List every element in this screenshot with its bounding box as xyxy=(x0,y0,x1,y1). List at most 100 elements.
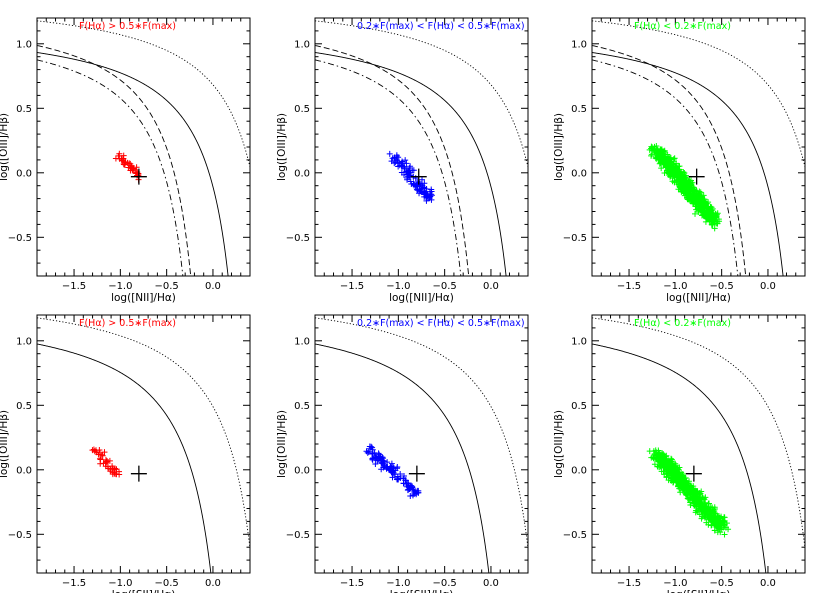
data-point xyxy=(407,178,414,185)
x-tick-label: −1.5 xyxy=(340,281,364,292)
data-point xyxy=(658,153,665,160)
data-point xyxy=(718,521,725,528)
data-point xyxy=(648,151,655,158)
data-point xyxy=(421,185,428,192)
data-point xyxy=(679,484,686,491)
data-point xyxy=(671,467,678,474)
y-tick-label: 1.0 xyxy=(571,336,587,347)
data-point xyxy=(685,178,692,185)
data-points xyxy=(646,447,732,538)
data-point xyxy=(715,516,722,523)
data-point xyxy=(670,476,677,483)
x-tick-label: −1.5 xyxy=(617,281,641,292)
data-point xyxy=(687,189,694,196)
panel-title: F(Hα) < 0.2∗F(max) xyxy=(634,318,731,329)
x-axis-label: log([SII]/Hα) xyxy=(667,589,731,593)
data-point xyxy=(402,157,409,164)
y-tick-label: 0.0 xyxy=(571,465,587,476)
data-point xyxy=(397,470,404,477)
x-tick-label: −1.0 xyxy=(108,281,132,292)
data-point xyxy=(407,492,414,499)
y-tick-label: 0.5 xyxy=(294,104,310,115)
y-tick-label: 0.5 xyxy=(571,104,587,115)
y-tick-label: −0.5 xyxy=(563,530,587,541)
x-axis-label: log([NII]/Hα) xyxy=(389,292,454,304)
panel-2: −1.5 −1.0 −0.5 0.0 −0.5 0.0 0.5 1.0 log([NII]/Hα… xyxy=(276,17,529,304)
data-point xyxy=(99,452,106,459)
y-tick-label: 1.0 xyxy=(294,39,310,50)
data-point xyxy=(663,474,670,481)
data-point xyxy=(687,501,694,508)
data-point xyxy=(672,166,679,173)
y-axis-ticks xyxy=(592,314,805,574)
data-point xyxy=(689,195,696,202)
x-tick-label: −0.5 xyxy=(155,578,179,589)
data-point xyxy=(395,476,402,483)
data-point xyxy=(664,169,671,176)
data-point xyxy=(388,468,395,475)
data-points xyxy=(112,150,142,183)
stasinska-nii-dashdot-curve xyxy=(37,59,184,276)
data-point xyxy=(691,498,698,505)
data-point xyxy=(127,160,134,167)
data-point xyxy=(692,210,699,217)
x-tick-label: −0.5 xyxy=(710,578,734,589)
shifted-nii-dotted-curve xyxy=(592,20,805,170)
data-point xyxy=(116,468,123,475)
y-tick-label: −0.5 xyxy=(563,233,587,244)
data-point xyxy=(671,178,678,185)
panel-title: 0.2∗F(max) < F(Hα) < 0.5∗F(max) xyxy=(357,21,525,32)
y-axis-label: log([OIII]/Hβ) xyxy=(553,410,565,478)
data-point xyxy=(682,474,689,481)
data-point xyxy=(409,492,416,499)
y-tick-label: −0.5 xyxy=(8,530,32,541)
y-tick-label: 1.0 xyxy=(16,39,32,50)
data-point xyxy=(717,522,724,529)
data-point xyxy=(698,204,705,211)
data-point xyxy=(365,448,372,455)
data-point xyxy=(369,450,376,457)
data-point xyxy=(707,516,714,523)
data-point xyxy=(119,157,126,164)
data-point xyxy=(696,511,703,518)
data-point xyxy=(673,477,680,484)
data-point xyxy=(708,221,715,228)
y-tick-label: −0.5 xyxy=(286,233,310,244)
data-point xyxy=(680,485,687,492)
data-point xyxy=(379,454,386,461)
demarcation-lines xyxy=(315,20,528,276)
x-tick-label: −0.5 xyxy=(433,578,457,589)
data-point xyxy=(650,455,657,462)
plot-frame xyxy=(314,314,529,574)
panel-4: −1.5 −1.0 −0.5 0.0 −0.5 0.0 0.5 1.0 log([SII]/Hα… xyxy=(0,314,251,593)
y-axis-label: log([OIII]/Hβ) xyxy=(0,410,10,478)
data-point xyxy=(696,190,703,197)
data-point xyxy=(406,485,413,492)
data-point xyxy=(415,489,422,496)
x-axis-label: log([NII]/Hα) xyxy=(111,292,176,304)
x-tick-label: −0.5 xyxy=(155,281,179,292)
data-point xyxy=(661,153,668,160)
data-point xyxy=(693,507,700,514)
data-point xyxy=(659,450,666,457)
data-point xyxy=(115,152,122,159)
y-axis-label: log([OIII]/Hβ) xyxy=(0,113,10,181)
data-point xyxy=(693,197,700,204)
data-point xyxy=(713,211,720,218)
y-tick-label: 0.0 xyxy=(571,168,587,179)
x-tick-label: −1.5 xyxy=(62,578,86,589)
data-point xyxy=(372,460,379,467)
data-point xyxy=(661,147,668,154)
data-point xyxy=(665,165,672,172)
y-tick-label: 0.0 xyxy=(16,168,32,179)
data-point xyxy=(364,449,371,456)
x-axis-label: log([SII]/Hα) xyxy=(112,589,176,593)
y-tick-label: 1.0 xyxy=(16,336,32,347)
data-point xyxy=(658,455,665,462)
data-point xyxy=(700,495,707,502)
data-point xyxy=(712,519,719,526)
data-point xyxy=(423,194,430,201)
data-point xyxy=(654,149,661,156)
data-point xyxy=(398,169,405,176)
data-point xyxy=(378,466,385,473)
